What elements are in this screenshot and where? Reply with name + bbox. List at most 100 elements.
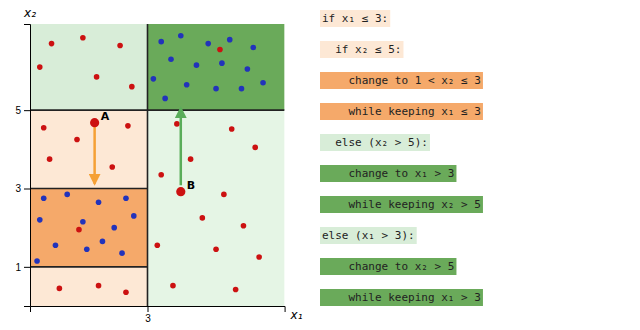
region [148,110,285,306]
dot [229,126,235,132]
dot [241,223,247,229]
annotation-label: A [101,110,110,123]
x-axis-line [31,307,286,313]
dot [41,195,47,201]
code-line: if x₁ ≤ 3: [320,10,390,27]
dot [252,145,258,151]
x-tick: 3 [145,306,151,324]
code-line-background [320,165,456,182]
y-tick-mark [24,267,30,268]
dot [158,39,164,45]
dot [221,192,227,198]
dot [84,246,90,252]
x-axis-title: x₁ [290,308,303,322]
code-line-text: change to x₁ > 3 [322,167,454,180]
code-line-background [320,258,456,275]
dot [227,37,233,43]
x-tick-label: 3 [145,313,151,324]
code-line: else (x₂ > 5): [320,134,430,151]
dot [233,287,239,293]
dot [256,254,262,260]
y-tick: 1 [15,262,30,273]
y-axis: 135 [15,25,30,307]
y-tick-mark [24,189,30,190]
dot [217,47,223,53]
code-line-background [320,134,430,151]
code-line-text: else (x₂ > 5): [322,136,428,149]
code-panel: if x₁ ≤ 3: if x₂ ≤ 5: change to 1 < x₂ ≤… [320,10,483,306]
dot [123,289,129,295]
plot-area [30,24,285,306]
dot [188,156,194,162]
code-line: else (x₁ > 3): [320,227,417,244]
dot [47,156,53,162]
code-line-text: while keeping x₁ > 3 [322,291,481,304]
dot [260,80,266,86]
dot [219,60,225,66]
dot [151,76,157,82]
code-line-background [320,196,483,213]
dot [154,242,160,248]
dot [94,74,100,80]
dot [80,219,86,225]
dot [109,164,115,170]
arrow [93,127,96,184]
y-tick-mark [24,110,30,111]
region [30,267,148,306]
dot [168,56,174,62]
region-border [30,188,148,190]
dot [245,66,251,72]
code-line-text: while keeping x₁ ≤ 3 [322,105,481,118]
y-tick-label: 3 [15,183,21,194]
code-line: while keeping x₂ > 5 [320,196,483,213]
dot [53,242,59,248]
code-line-text: else (x₁ > 3): [322,229,415,242]
dot [76,227,82,233]
y-tick-label: 1 [15,262,21,273]
region-border [148,109,285,111]
dot [34,258,40,264]
x-axis: 3 [31,306,286,324]
code-line-text: change to x₂ > 5 [322,260,454,273]
x-tick-mark [148,306,149,312]
annotation-label: B [187,179,195,192]
region [30,189,148,267]
dot [250,45,256,51]
dot [129,84,135,90]
code-line-background [320,41,403,58]
code-line: change to x₂ > 5 [320,258,456,275]
dot [64,192,70,198]
dot [194,62,200,68]
y-tick: 3 [15,183,30,194]
dot [239,86,245,92]
code-line: change to x₁ > 3 [320,165,456,182]
dot [131,213,137,219]
region [30,24,148,110]
dot [41,125,47,131]
code-line-text: if x₂ ≤ 5: [322,43,401,56]
dot [74,137,80,143]
dot [96,199,102,205]
dot [37,217,43,223]
code-line-text: while keeping x₂ > 5 [322,198,481,211]
dot [49,41,55,47]
dot [100,239,106,245]
code-line-background [320,10,390,27]
annotated-point [176,187,185,196]
code-line-background [320,289,483,306]
code-line-text: change to 1 < x₂ ≤ 3 [322,74,481,87]
region-border [30,266,148,268]
dot [123,195,129,201]
code-line-background [320,103,483,120]
dot [178,33,184,39]
code-line: if x₂ ≤ 5: [320,41,403,58]
dot [125,123,131,129]
code-line: while keeping x₁ ≤ 3 [320,103,483,120]
code-line: while keeping x₁ > 3 [320,289,483,306]
dot [37,64,43,70]
arrow [180,108,183,185]
dot [96,283,102,289]
dot [170,283,176,289]
dot [213,86,219,92]
dot [205,41,211,47]
